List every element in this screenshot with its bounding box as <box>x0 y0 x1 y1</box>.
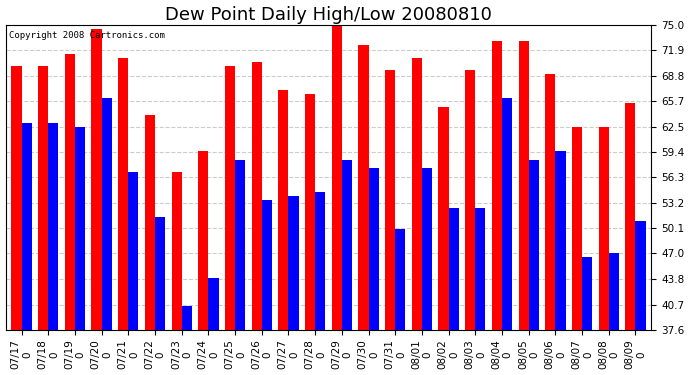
Bar <box>412 58 422 330</box>
Bar <box>92 29 101 330</box>
Bar <box>609 253 619 330</box>
Bar <box>172 172 181 330</box>
Bar <box>332 25 342 330</box>
Bar <box>75 127 85 330</box>
Bar <box>555 152 566 330</box>
Bar <box>198 152 208 330</box>
Bar <box>635 220 646 330</box>
Text: Copyright 2008 Cartronics.com: Copyright 2008 Cartronics.com <box>9 31 165 40</box>
Bar <box>225 66 235 330</box>
Bar <box>529 159 539 330</box>
Bar <box>288 196 299 330</box>
Bar <box>572 127 582 330</box>
Bar <box>278 90 288 330</box>
Title: Dew Point Daily High/Low 20080810: Dew Point Daily High/Low 20080810 <box>165 6 492 24</box>
Bar <box>118 58 128 330</box>
Bar <box>599 127 609 330</box>
Bar <box>128 172 139 330</box>
Bar <box>519 41 529 330</box>
Bar <box>475 209 486 330</box>
Bar <box>342 159 352 330</box>
Bar <box>145 115 155 330</box>
Bar <box>395 229 406 330</box>
Bar <box>582 257 592 330</box>
Bar <box>21 123 32 330</box>
Bar <box>465 70 475 330</box>
Bar <box>38 66 48 330</box>
Bar <box>385 70 395 330</box>
Bar <box>65 54 75 330</box>
Bar <box>262 200 272 330</box>
Bar <box>252 62 262 330</box>
Bar <box>48 123 59 330</box>
Bar <box>502 99 512 330</box>
Bar <box>492 41 502 330</box>
Bar <box>101 99 112 330</box>
Bar <box>12 66 21 330</box>
Bar <box>625 102 635 330</box>
Bar <box>208 278 219 330</box>
Bar <box>155 217 165 330</box>
Bar <box>545 74 555 330</box>
Bar <box>305 94 315 330</box>
Bar <box>368 168 379 330</box>
Bar <box>235 159 245 330</box>
Bar <box>315 192 325 330</box>
Bar <box>422 168 432 330</box>
Bar <box>448 209 459 330</box>
Bar <box>438 106 449 330</box>
Bar <box>181 306 192 330</box>
Bar <box>358 45 368 330</box>
